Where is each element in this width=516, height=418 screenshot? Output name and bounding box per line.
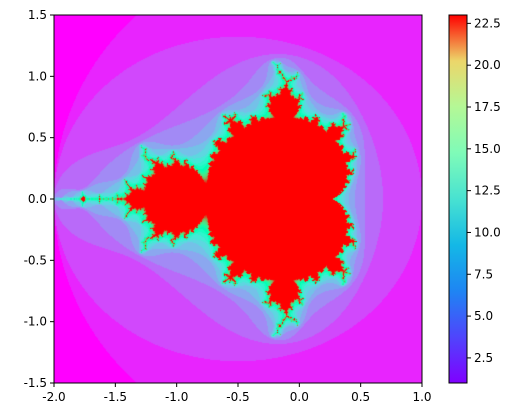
x-tick-label: 1.0 xyxy=(412,390,431,404)
x-tick-label: -0.5 xyxy=(226,390,249,404)
y-tick-label: 1.0 xyxy=(28,69,47,83)
colorbar-tick-label: 2.5 xyxy=(474,351,493,365)
y-axis: -1.5 -1.0 -0.5 0.0 0.5 1.0 1.5 xyxy=(24,8,54,390)
heatmap-image xyxy=(54,15,422,383)
colorbar-tick-label: 10.0 xyxy=(474,225,501,239)
colorbar-axis: 2.5 5.0 7.5 10.0 12.5 15.0 17.5 20.0 22.5 xyxy=(467,16,501,365)
x-tick-label: 0.5 xyxy=(351,390,370,404)
colorbar-tick-label: 7.5 xyxy=(474,267,493,281)
y-tick-label: -1.0 xyxy=(24,315,47,329)
colorbar xyxy=(448,14,468,384)
heatmap-plot xyxy=(53,14,423,384)
colorbar-tick-label: 5.0 xyxy=(474,309,493,323)
x-axis: -2.0 -1.5 -1.0 -0.5 0.0 0.5 1.0 xyxy=(42,383,432,404)
y-tick-label: -1.5 xyxy=(24,376,47,390)
y-tick-label: 1.5 xyxy=(28,8,47,22)
colorbar-tick-label: 15.0 xyxy=(474,142,501,156)
colorbar-tick-label: 20.0 xyxy=(474,58,501,72)
x-tick-label: 0.0 xyxy=(290,390,309,404)
y-tick-label: 0.0 xyxy=(28,192,47,206)
colorbar-gradient xyxy=(448,14,468,384)
x-tick-label: -2.0 xyxy=(42,390,65,404)
x-tick-label: -1.5 xyxy=(104,390,127,404)
colorbar-tick-label: 17.5 xyxy=(474,100,501,114)
colorbar-tick-label: 12.5 xyxy=(474,184,501,198)
x-tick-label: -1.0 xyxy=(165,390,188,404)
y-tick-label: -0.5 xyxy=(24,253,47,267)
colorbar-tick-label: 22.5 xyxy=(474,16,501,30)
y-tick-label: 0.5 xyxy=(28,131,47,145)
